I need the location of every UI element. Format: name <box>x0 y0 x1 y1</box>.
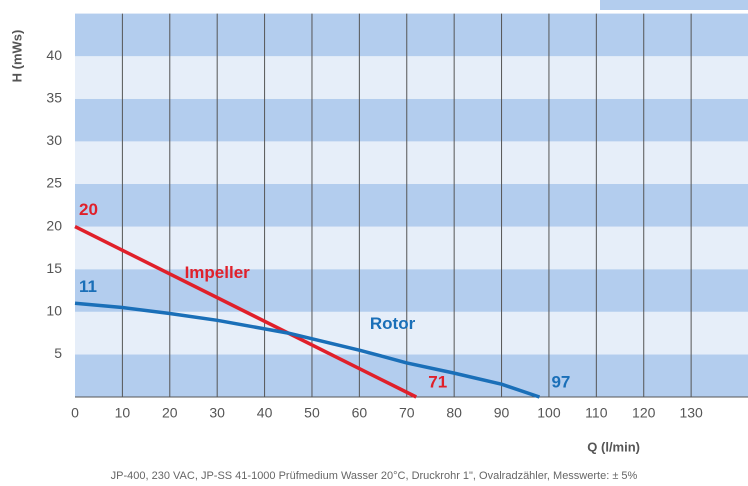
series-name: Impeller <box>185 263 251 282</box>
y-tick-label: 10 <box>46 303 62 319</box>
band <box>75 311 748 355</box>
band <box>75 13 748 57</box>
series-name: Rotor <box>370 314 416 333</box>
y-tick-label: 5 <box>54 345 62 361</box>
y-axis-label: H (mWs) <box>9 30 24 83</box>
band <box>75 354 748 397</box>
band <box>75 56 748 99</box>
band <box>75 269 748 312</box>
x-tick-label: 110 <box>585 405 608 421</box>
series-line <box>74 301 541 399</box>
x-tick-label: 90 <box>494 405 510 421</box>
y-tick-label: 40 <box>46 47 62 63</box>
y-tick-label: 25 <box>46 175 62 191</box>
band <box>75 226 748 270</box>
y-tick-label: 20 <box>46 217 62 233</box>
band <box>75 141 748 184</box>
y-tick-label: 30 <box>46 132 62 148</box>
header-decor <box>600 0 748 10</box>
x-tick-label: 70 <box>399 405 415 421</box>
x-tick-label: 130 <box>679 405 703 421</box>
band <box>75 184 748 227</box>
footnote: JP-400, 230 VAC, JP-SS 41-1000 Prüfmediu… <box>111 470 638 482</box>
x-tick-label: 40 <box>257 405 273 421</box>
y-tick-label: 15 <box>46 260 62 276</box>
x-tick-label: 20 <box>162 405 178 421</box>
y-tick-label: 35 <box>46 90 62 106</box>
start-label: 20 <box>79 200 98 219</box>
series-line <box>74 225 418 399</box>
x-tick-label: 120 <box>632 405 656 421</box>
x-tick-label: 80 <box>446 405 462 421</box>
x-tick-label: 60 <box>352 405 368 421</box>
end-label: 97 <box>551 372 570 391</box>
x-tick-label: 30 <box>209 405 225 421</box>
x-tick-label: 100 <box>537 405 561 421</box>
band <box>75 98 748 142</box>
x-tick-label: 0 <box>71 405 79 421</box>
end-label: 71 <box>428 372 447 391</box>
start-label: 11 <box>79 277 97 296</box>
x-tick-label: 10 <box>115 405 131 421</box>
x-tick-label: 50 <box>304 405 320 421</box>
x-axis-label: Q (l/min) <box>587 439 640 454</box>
